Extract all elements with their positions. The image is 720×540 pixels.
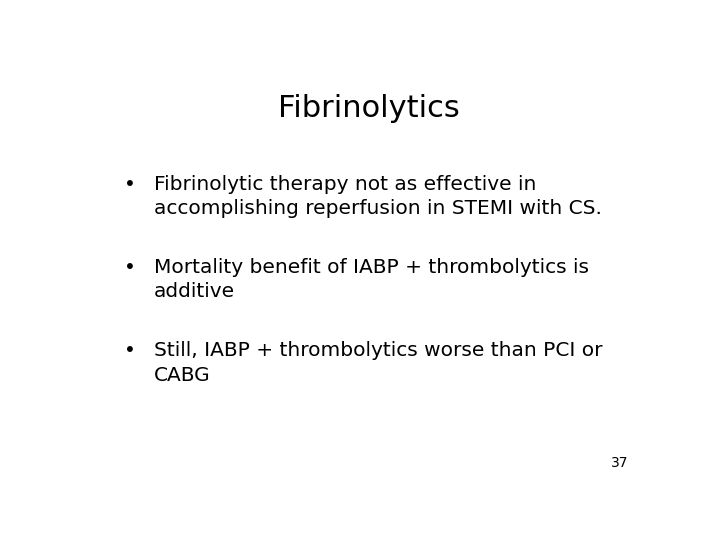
- Text: 37: 37: [611, 456, 629, 470]
- Text: •: •: [125, 341, 136, 360]
- Text: •: •: [125, 175, 136, 194]
- Text: Fibrinolytics: Fibrinolytics: [278, 94, 460, 123]
- Text: Fibrinolytic therapy not as effective in
accomplishing reperfusion in STEMI with: Fibrinolytic therapy not as effective in…: [154, 175, 602, 218]
- Text: •: •: [125, 258, 136, 277]
- Text: Mortality benefit of IABP + thrombolytics is
additive: Mortality benefit of IABP + thrombolytic…: [154, 258, 589, 301]
- Text: Still, IABP + thrombolytics worse than PCI or
CABG: Still, IABP + thrombolytics worse than P…: [154, 341, 603, 384]
